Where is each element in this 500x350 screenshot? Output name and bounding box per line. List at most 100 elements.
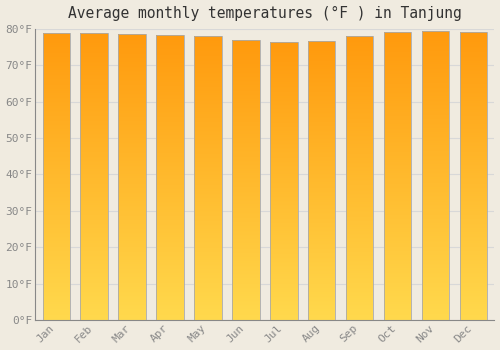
Bar: [422, 34, 450, 36]
Bar: [346, 174, 374, 175]
Bar: [232, 295, 260, 296]
Bar: [118, 287, 146, 289]
Bar: [308, 221, 336, 223]
Bar: [80, 91, 108, 92]
Bar: [422, 239, 450, 241]
Bar: [422, 38, 450, 40]
Bar: [422, 206, 450, 208]
Bar: [384, 64, 411, 65]
Bar: [232, 232, 260, 233]
Bar: [346, 107, 374, 109]
Bar: [308, 214, 336, 216]
Bar: [460, 70, 487, 71]
Bar: [80, 44, 108, 46]
Bar: [346, 253, 374, 255]
Bar: [460, 313, 487, 315]
Bar: [270, 202, 297, 203]
Bar: [422, 144, 450, 145]
Bar: [118, 61, 146, 62]
Bar: [384, 138, 411, 139]
Bar: [156, 292, 184, 293]
Bar: [156, 116, 184, 117]
Bar: [308, 143, 336, 145]
Bar: [460, 76, 487, 77]
Bar: [118, 193, 146, 194]
Bar: [422, 112, 450, 114]
Bar: [308, 272, 336, 273]
Bar: [232, 221, 260, 222]
Bar: [308, 194, 336, 195]
Bar: [80, 221, 108, 223]
Bar: [384, 302, 411, 303]
Bar: [346, 292, 374, 293]
Bar: [346, 235, 374, 237]
Bar: [80, 194, 108, 195]
Bar: [42, 238, 70, 240]
Bar: [156, 313, 184, 315]
Bar: [42, 138, 70, 139]
Bar: [460, 306, 487, 307]
Bar: [346, 303, 374, 304]
Bar: [384, 149, 411, 150]
Bar: [270, 198, 297, 199]
Bar: [308, 296, 336, 298]
Bar: [422, 43, 450, 44]
Bar: [384, 228, 411, 230]
Bar: [422, 88, 450, 89]
Bar: [194, 122, 222, 124]
Bar: [156, 44, 184, 46]
Bar: [384, 276, 411, 277]
Bar: [460, 74, 487, 76]
Bar: [80, 268, 108, 270]
Bar: [156, 139, 184, 140]
Bar: [232, 282, 260, 284]
Bar: [156, 173, 184, 175]
Bar: [42, 284, 70, 286]
Bar: [346, 316, 374, 317]
Bar: [42, 167, 70, 168]
Bar: [422, 40, 450, 41]
Bar: [232, 301, 260, 302]
Bar: [308, 129, 336, 131]
Bar: [42, 197, 70, 198]
Bar: [346, 279, 374, 281]
Bar: [118, 197, 146, 198]
Bar: [118, 151, 146, 153]
Bar: [460, 250, 487, 251]
Bar: [384, 55, 411, 57]
Bar: [80, 156, 108, 158]
Bar: [270, 164, 297, 166]
Bar: [422, 228, 450, 229]
Bar: [42, 95, 70, 96]
Bar: [422, 319, 450, 320]
Bar: [118, 310, 146, 312]
Bar: [194, 54, 222, 56]
Bar: [346, 224, 374, 225]
Bar: [422, 99, 450, 100]
Bar: [118, 264, 146, 266]
Bar: [232, 65, 260, 67]
Bar: [118, 296, 146, 298]
Bar: [384, 209, 411, 211]
Bar: [308, 316, 336, 317]
Bar: [308, 68, 336, 69]
Bar: [460, 189, 487, 191]
Bar: [156, 37, 184, 39]
Bar: [422, 296, 450, 297]
Bar: [194, 226, 222, 228]
Bar: [42, 268, 70, 270]
Bar: [460, 61, 487, 63]
Bar: [42, 266, 70, 267]
Bar: [384, 63, 411, 64]
Bar: [384, 47, 411, 48]
Bar: [80, 63, 108, 65]
Bar: [346, 134, 374, 136]
Bar: [80, 225, 108, 227]
Bar: [460, 283, 487, 284]
Bar: [118, 154, 146, 155]
Bar: [156, 88, 184, 89]
Bar: [156, 193, 184, 195]
Bar: [460, 247, 487, 248]
Bar: [118, 42, 146, 44]
Bar: [346, 241, 374, 242]
